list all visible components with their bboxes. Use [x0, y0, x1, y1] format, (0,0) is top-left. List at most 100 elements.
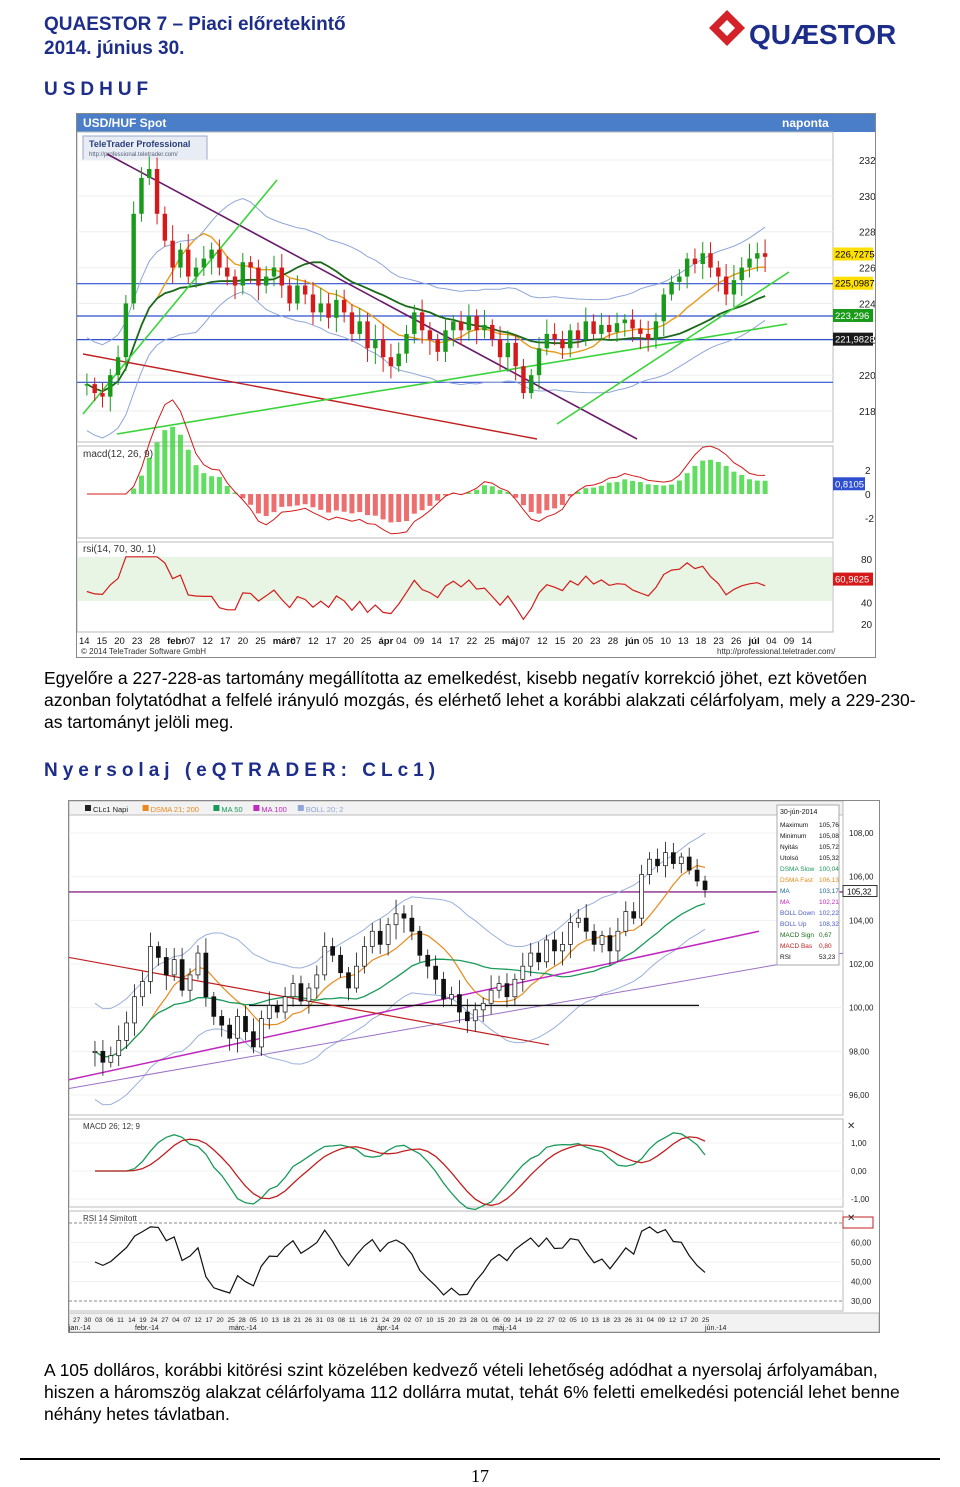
macd-bar — [528, 494, 534, 513]
candle-body — [443, 330, 448, 352]
oil-candle-body — [314, 974, 320, 989]
rsi-tick: 40 — [861, 598, 873, 609]
price-label: 223,296 — [835, 311, 869, 322]
oil-candle-body — [227, 1024, 233, 1039]
oil-x-day: 23 — [614, 1317, 622, 1324]
oil-x-day: 14 — [514, 1317, 522, 1324]
macd-bar — [544, 494, 550, 511]
oil-candle-body — [663, 852, 668, 867]
oil-candle-body — [385, 924, 391, 945]
oil-x-day: 25 — [227, 1317, 235, 1324]
oil-x-day: 29 — [393, 1317, 401, 1324]
macd-label: macd(12, 26, 9) — [83, 449, 153, 460]
usdhuf-chart: USD/HUF Spot naponta TeleTrader Professi… — [76, 113, 876, 658]
info-value: 53,23 — [819, 954, 836, 961]
macd-bar — [583, 488, 589, 494]
macd-tick: 2 — [865, 466, 871, 477]
info-value: 108,32 — [819, 921, 839, 928]
oil-candle-body — [306, 987, 312, 1002]
macd-bar — [310, 494, 316, 508]
oil-x-day: 07 — [183, 1317, 191, 1324]
oil-x-day: 28 — [470, 1317, 478, 1324]
oil-x-day: 05 — [250, 1317, 258, 1324]
candle-body — [217, 249, 222, 268]
candle-body — [653, 321, 659, 340]
legend-item: CLc1 Napi — [93, 805, 128, 814]
candle-body — [248, 262, 253, 268]
ma-line — [86, 197, 766, 346]
oil-x-day: 20 — [216, 1317, 224, 1324]
candle-body — [731, 280, 737, 295]
trendline — [556, 271, 790, 425]
macd-bar — [747, 479, 753, 494]
close-icon[interactable]: ✕ — [847, 1121, 855, 1132]
candle-body — [84, 384, 90, 386]
candle-body — [677, 276, 682, 282]
macd-bar — [762, 480, 768, 494]
close-icon[interactable]: ✕ — [847, 1213, 855, 1224]
macd-bar — [240, 494, 246, 499]
candle-body — [131, 213, 136, 304]
candle-body — [256, 267, 261, 286]
oil-candle-body — [124, 1022, 130, 1041]
oil-candle-body — [393, 913, 399, 926]
macd-bar — [380, 494, 386, 520]
ma-line — [86, 261, 766, 393]
candle-body — [513, 342, 518, 367]
oil-x-month: ápr.-14 — [377, 1325, 399, 1332]
x-tick: 04 — [766, 636, 777, 647]
candle-body — [318, 303, 323, 313]
oil-candle-body — [583, 917, 589, 932]
info-value: 105,08 — [819, 833, 839, 840]
oil-x-day: 04 — [172, 1317, 180, 1324]
macd-bar — [193, 465, 199, 494]
oil-macd-tick: -1,00 — [851, 1195, 870, 1204]
oil-x-month: máj.-14 — [493, 1325, 516, 1332]
usdhuf-chart-svg: USD/HUF Spot naponta TeleTrader Professi… — [76, 114, 876, 656]
x-tick: 23 — [713, 636, 724, 647]
oil-x-day: 18 — [283, 1317, 291, 1324]
oil-x-day: 21 — [371, 1317, 379, 1324]
candle-body — [279, 267, 284, 286]
oil-x-day: 31 — [316, 1317, 324, 1324]
macd-bar — [700, 460, 706, 494]
rsi-value: 60,9625 — [835, 575, 869, 586]
macd-bar — [248, 494, 254, 505]
chart1-copyright: © 2014 TeleTrader Software GmbH — [81, 647, 206, 656]
candle-body — [404, 333, 409, 354]
macd-bar — [684, 473, 690, 494]
macd-bar — [559, 494, 565, 505]
oil-candle-body — [322, 946, 328, 976]
x-tick: 25 — [484, 636, 495, 647]
page-number: 17 — [471, 1466, 489, 1486]
macd-bar — [692, 465, 698, 494]
rsi-label: rsi(14, 70, 30, 1) — [83, 544, 156, 555]
oil-candle-body — [694, 869, 700, 882]
price-tick: 228 — [859, 228, 875, 239]
legend-item: DSMA 21; 200 — [151, 805, 199, 814]
oil-candle-body — [544, 939, 549, 963]
legend-item: BOLL 20; 2 — [306, 805, 344, 814]
macd-bar — [591, 487, 597, 494]
oil-macd-line — [95, 1132, 706, 1211]
oil-price-tick: 108,00 — [849, 829, 874, 838]
candle-body — [419, 312, 425, 331]
macd-bar — [396, 494, 402, 522]
oil-rsi-tick: 30,00 — [851, 1297, 872, 1306]
oil-candle-body — [607, 935, 613, 952]
oil-candle-body — [464, 1011, 470, 1022]
oil-price-marker: 105,32 — [847, 888, 872, 897]
x-tick: márc — [273, 636, 296, 647]
macd-bar — [146, 457, 152, 494]
macd-bar — [294, 494, 300, 506]
x-tick: 26 — [731, 636, 742, 647]
macd-bar — [723, 465, 729, 494]
macd-bar — [419, 494, 425, 511]
oil-x-day: 11 — [117, 1317, 124, 1324]
oil-candle-body — [211, 996, 217, 1017]
oil-x-day: 19 — [139, 1317, 147, 1324]
x-tick: 22 — [467, 636, 478, 647]
oil-price-tick: 102,00 — [849, 960, 874, 969]
x-tick: febr — [167, 636, 185, 647]
candle-body — [162, 213, 168, 241]
